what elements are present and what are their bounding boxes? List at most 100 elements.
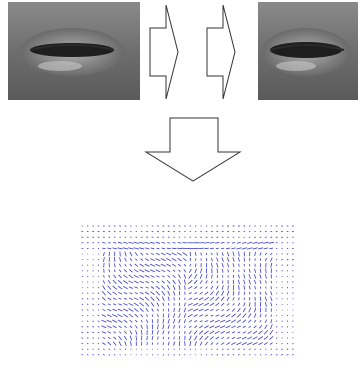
flow-vector (260, 274, 261, 278)
flow-vector (113, 337, 116, 339)
flow-vector (166, 253, 171, 255)
flow-vector (134, 281, 139, 283)
flow-vector (293, 271, 294, 272)
flow-vector (265, 320, 266, 323)
flow-vector (206, 287, 208, 289)
flow-vector (212, 354, 213, 355)
flow-vector (140, 281, 144, 283)
flow-vector (185, 354, 186, 355)
flow-vector (281, 349, 282, 350)
flow-vector (162, 286, 165, 290)
flow-vector (243, 314, 246, 318)
flow-vector (217, 258, 218, 262)
flow-vector (215, 326, 220, 328)
flow-vector (189, 293, 192, 294)
flow-vector (222, 291, 224, 296)
flow-vector (147, 320, 148, 323)
flow-vector (238, 332, 241, 333)
flow-vector (239, 264, 240, 267)
flow-vector (222, 269, 223, 273)
flow-vector (104, 275, 105, 277)
flow-vector (211, 343, 213, 345)
flow-vector (167, 264, 171, 266)
optical-flow-field (81, 226, 293, 356)
flow-vector (152, 314, 153, 316)
flow-vector (244, 269, 245, 272)
flow-vector (113, 292, 117, 295)
flow-vector (221, 297, 224, 301)
flow-vector (98, 304, 99, 305)
diagram (0, 0, 364, 371)
flow-vector (151, 248, 155, 249)
flow-vector (282, 343, 283, 344)
flow-vector (157, 248, 160, 249)
flow-vector (221, 331, 225, 333)
flow-vector (177, 253, 182, 256)
flow-vector (125, 354, 126, 355)
flow-vector (179, 325, 180, 328)
flow-vector (87, 310, 88, 311)
flow-vector (173, 313, 174, 317)
flow-vector (158, 314, 159, 317)
flow-vector (152, 319, 153, 323)
flow-vector (287, 259, 288, 260)
flow-vector (184, 303, 185, 307)
flow-vector (141, 314, 143, 317)
flow-vector (109, 349, 110, 350)
flow-vector (184, 319, 185, 323)
flow-vector (270, 330, 273, 334)
flow-vector (168, 331, 169, 334)
flow-vector (156, 291, 160, 295)
flow-vector (265, 297, 266, 301)
flow-vector (82, 293, 83, 294)
flow-vector (152, 336, 153, 340)
flow-vector (123, 304, 127, 306)
flow-vector (119, 298, 122, 299)
flow-vector (231, 248, 235, 249)
flow-vector (215, 242, 219, 243)
flow-vector (194, 336, 197, 341)
flow-vector (215, 331, 220, 333)
flow-vector (82, 338, 84, 339)
flow-vector (237, 314, 241, 318)
flow-vector (134, 298, 138, 300)
flow-vector (108, 337, 110, 339)
flow-vector (123, 281, 128, 284)
flow-vector (179, 308, 180, 312)
flow-vector (157, 309, 158, 311)
flow-vector (195, 264, 196, 267)
flow-vector (293, 332, 294, 333)
flow-vector (130, 320, 133, 322)
flow-vector (146, 308, 149, 311)
flow-vector (98, 321, 100, 322)
flow-vector (232, 332, 235, 333)
flow-vector (168, 319, 169, 324)
flow-vector (216, 297, 220, 301)
flow-vector (237, 320, 241, 323)
flow-vector (227, 309, 230, 311)
flow-vector (238, 258, 239, 262)
flow-vector (249, 326, 251, 327)
flow-vector (276, 349, 277, 350)
flow-vector (118, 280, 122, 283)
flow-vector (103, 280, 105, 283)
flow-vector (188, 314, 192, 317)
flow-vector (239, 285, 240, 290)
flow-vector (125, 252, 126, 257)
flow-vector (118, 314, 123, 316)
flow-vector (221, 337, 224, 338)
flow-vector (199, 326, 203, 328)
flow-vector (129, 314, 133, 317)
flow-vector (145, 275, 150, 277)
flow-vector (151, 297, 155, 301)
flow-vector (82, 332, 84, 333)
flow-vector (211, 281, 212, 283)
flow-vector (231, 343, 235, 345)
flow-vector (292, 265, 293, 266)
flow-vector (201, 349, 202, 350)
flow-vector (114, 275, 116, 278)
flow-vector (226, 320, 231, 322)
flow-vector (239, 252, 240, 257)
flow-vector (98, 354, 99, 355)
flow-vector (217, 269, 218, 273)
